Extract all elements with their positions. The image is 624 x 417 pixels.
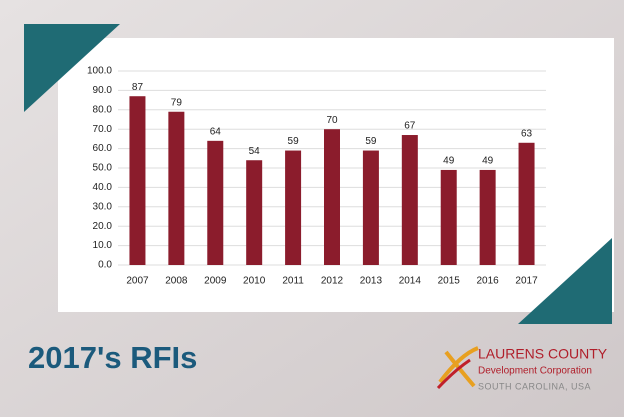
y-tick-label: 60.0 — [93, 143, 113, 154]
corner-decoration — [24, 24, 120, 112]
data-label: 63 — [521, 128, 533, 139]
x-tick-label: 2013 — [360, 276, 383, 287]
x-tick-label: 2014 — [399, 276, 422, 287]
y-tick-label: 0.0 — [98, 260, 112, 271]
bar — [440, 169, 457, 265]
data-label: 49 — [443, 156, 455, 167]
bar — [479, 169, 496, 265]
bar — [246, 160, 263, 265]
y-tick-label: 80.0 — [93, 104, 113, 115]
logo-mark — [438, 346, 479, 388]
data-label: 64 — [210, 126, 222, 137]
bar — [401, 135, 418, 265]
logo-mark — [436, 358, 471, 390]
logo-subtitle: Development Corporation — [478, 366, 592, 377]
data-label: 54 — [249, 146, 261, 157]
bar — [207, 140, 224, 265]
x-tick-label: 2012 — [321, 276, 344, 287]
y-tick-label: 50.0 — [93, 163, 113, 174]
x-tick-label: 2015 — [438, 276, 461, 287]
bar — [168, 111, 185, 266]
y-tick-label: 100.0 — [87, 66, 112, 77]
logo-location: SOUTH CAROLINA, USA — [478, 381, 591, 391]
x-tick-label: 2016 — [477, 276, 500, 287]
y-tick-label: 30.0 — [93, 201, 113, 212]
bar — [518, 142, 535, 265]
data-label: 59 — [365, 136, 377, 147]
x-tick-label: 2017 — [515, 276, 538, 287]
x-tick-label: 2007 — [126, 276, 149, 287]
bar — [129, 96, 146, 265]
bar — [324, 129, 340, 265]
data-label: 59 — [288, 136, 300, 147]
data-label: 70 — [326, 115, 338, 126]
bar — [285, 150, 302, 265]
x-tick-label: 2009 — [204, 276, 227, 287]
y-tick-label: 90.0 — [93, 85, 113, 96]
data-label: 79 — [171, 97, 183, 108]
slide-title: 2017's RFIs — [28, 340, 197, 375]
y-tick-label: 20.0 — [93, 221, 113, 232]
y-tick-label: 70.0 — [93, 124, 113, 135]
data-label: 49 — [482, 156, 494, 167]
x-tick-label: 2010 — [243, 276, 266, 287]
bar — [362, 150, 379, 265]
y-tick-label: 40.0 — [93, 182, 113, 193]
corner-decoration — [518, 238, 612, 324]
x-tick-label: 2011 — [282, 276, 304, 287]
y-tick-label: 10.0 — [93, 240, 113, 251]
x-tick-label: 2008 — [165, 276, 188, 287]
logo-name: LAURENS COUNTY — [478, 346, 608, 362]
data-label: 87 — [132, 82, 144, 93]
data-label: 67 — [404, 121, 416, 132]
